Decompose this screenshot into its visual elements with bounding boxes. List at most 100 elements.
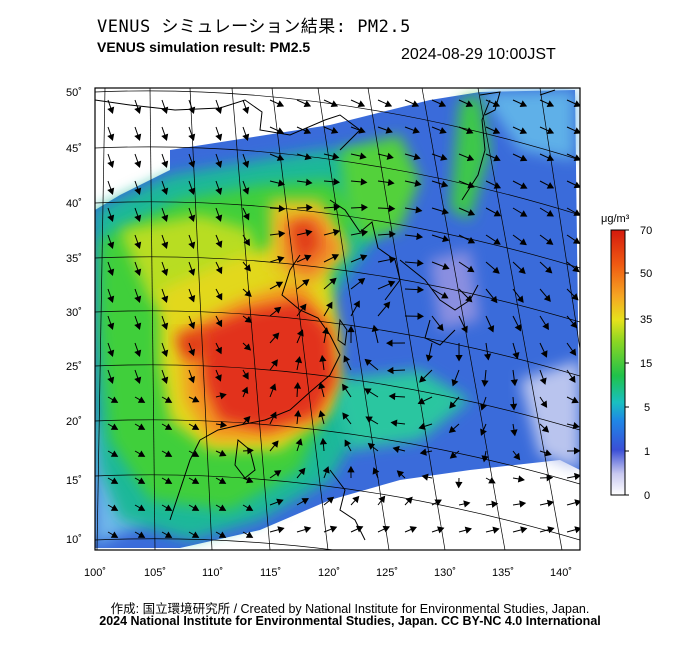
wind-arrowhead: [467, 265, 475, 273]
latitude-axis: 50˚ 45˚ 40˚ 35˚ 30˚ 25˚ 20˚ 15˚ 10˚: [66, 87, 82, 546]
wind-arrowhead: [215, 160, 223, 168]
wind-arrowhead: [490, 295, 498, 304]
wind-arrowhead: [492, 100, 501, 108]
wind-arrowhead: [421, 473, 429, 481]
wind-arrowhead: [161, 106, 169, 114]
wind-arrowhead: [161, 133, 169, 141]
wind-arrowhead: [270, 411, 277, 419]
wind-arrowhead: [278, 204, 286, 213]
wind-arrowhead: [465, 295, 473, 303]
wind-arrowhead: [355, 525, 364, 533]
wind-arrowhead: [188, 375, 196, 384]
wind-arrowhead: [107, 160, 115, 168]
wind-arrowhead: [412, 126, 420, 134]
wind-arrowhead: [541, 425, 550, 433]
wind-arrowhead: [573, 447, 580, 455]
lat-label-35: 35˚: [66, 253, 82, 265]
wind-arrowhead: [134, 187, 142, 195]
wind-arrowhead: [539, 377, 547, 385]
wind-arrowhead: [546, 127, 555, 135]
wind-arrowhead: [546, 474, 554, 482]
wind-arrowhead: [441, 291, 449, 299]
lat-label-15: 15˚: [66, 475, 82, 487]
wind-arrowhead: [242, 106, 250, 114]
wind-arrowhead: [161, 376, 169, 384]
wind-arrowhead: [110, 396, 119, 403]
wind-arrowhead: [518, 266, 526, 274]
wind-arrowhead: [188, 187, 196, 195]
wind-arrowhead: [215, 346, 222, 355]
wind-arrowhead: [572, 237, 580, 244]
wind-arrowhead: [302, 279, 310, 287]
wind-arrowhead: [357, 278, 366, 285]
wind-arrowhead: [137, 477, 146, 484]
wind-arrowhead: [326, 496, 335, 504]
map-frame: [94, 87, 581, 551]
wind-arrowhead: [437, 526, 445, 534]
wind-arrowhead: [277, 179, 286, 187]
wind-arrowhead: [325, 301, 333, 310]
colorbar-tick-70: 70: [640, 225, 652, 237]
wind-arrowhead: [357, 100, 366, 108]
wind-arrowhead: [329, 525, 338, 533]
wind-arrowhead: [134, 295, 142, 303]
wind-arrowhead: [571, 396, 579, 404]
wind-arrowhead: [134, 214, 142, 222]
wind-arrowhead: [418, 422, 426, 430]
wind-arrowhead: [440, 180, 449, 188]
lon-label-100: 100˚: [84, 567, 106, 579]
lon-label-105: 105˚: [144, 567, 166, 579]
wind-arrowhead: [517, 475, 525, 483]
wind-arrowhead: [332, 152, 340, 160]
wind-arrowhead: [573, 181, 580, 189]
wind-arrowhead: [382, 525, 390, 533]
colorbar: μg/m³ 70 50 35 15 5 1 0: [601, 213, 652, 502]
wind-arrowhead: [220, 421, 228, 429]
wind-arrowhead: [299, 303, 307, 312]
wind-arrowhead: [347, 465, 355, 473]
wind-arrowhead: [451, 378, 459, 387]
wind-arrowhead: [245, 504, 254, 511]
wind-arrowhead: [481, 380, 489, 387]
wind-arrowhead: [301, 498, 309, 505]
wind-arrowhead: [271, 440, 279, 448]
wind-arrowhead: [417, 397, 426, 405]
wind-arrowhead: [188, 268, 196, 276]
wind-arrowhead: [480, 428, 487, 436]
wind-arrowhead: [107, 214, 115, 222]
wind-arrowhead: [434, 499, 442, 506]
wind-arrowhead: [417, 285, 425, 294]
wind-arrowhead: [546, 499, 555, 507]
wind-arrowhead: [387, 280, 396, 288]
wind-arrowhead: [544, 449, 552, 457]
wind-arrowhead: [333, 178, 341, 186]
wind-arrowhead: [491, 500, 499, 508]
colorbar-scale: [610, 229, 626, 496]
wind-vectors: [107, 99, 580, 538]
wind-arrowhead: [481, 455, 489, 463]
wind-arrowhead: [276, 127, 285, 135]
wind-arrowhead: [510, 379, 518, 387]
wind-arrowhead: [242, 372, 249, 380]
wind-arrowhead: [364, 388, 372, 395]
wind-arrowhead: [277, 526, 285, 534]
wind-arrowhead: [360, 229, 369, 237]
wind-arrowhead: [448, 425, 457, 434]
wind-arrowhead: [493, 209, 502, 217]
wind-arrowhead: [242, 187, 250, 195]
wind-arrowhead: [440, 153, 448, 161]
wind-arrowhead: [161, 187, 169, 195]
wind-arrowhead: [465, 100, 474, 108]
wind-arrowhead: [417, 312, 425, 320]
wind-arrowhead: [272, 332, 280, 340]
wind-arrowhead: [188, 321, 196, 330]
wind-arrowhead: [542, 322, 549, 331]
wind-arrowhead: [107, 349, 115, 357]
wind-arrowhead: [514, 324, 522, 332]
wind-arrowhead: [441, 207, 449, 215]
wind-arrowhead: [455, 354, 463, 362]
wind-arrowhead: [294, 356, 303, 364]
wind-arrowhead: [519, 238, 527, 246]
wind-arrowhead: [344, 439, 352, 447]
